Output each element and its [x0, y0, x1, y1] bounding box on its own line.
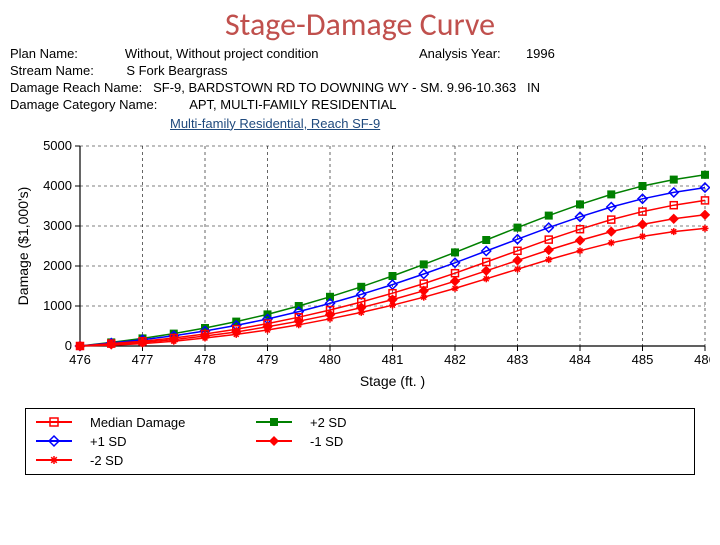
stream-label: Stream Name: — [10, 63, 94, 78]
legend-swatch — [36, 434, 72, 448]
svg-text:2000: 2000 — [43, 258, 72, 273]
legend-swatch — [36, 453, 72, 467]
subtitle: Multi-family Residential, Reach SF-9 — [170, 116, 720, 131]
svg-text:486: 486 — [694, 352, 710, 367]
legend-label: +1 SD — [90, 434, 127, 449]
svg-text:478: 478 — [194, 352, 216, 367]
legend-label: -1 SD — [310, 434, 343, 449]
svg-text:5000: 5000 — [43, 138, 72, 153]
cat-label: Damage Category Name: — [10, 97, 157, 112]
svg-text:Stage (ft. ): Stage (ft. ) — [360, 373, 425, 389]
svg-text:483: 483 — [507, 352, 529, 367]
legend-label: Median Damage — [90, 415, 185, 430]
svg-text:481: 481 — [382, 352, 404, 367]
legend-swatch — [256, 415, 292, 429]
reach-value: SF-9, BARDSTOWN RD TO DOWNING WY - SM. 9… — [153, 80, 540, 95]
reach-label: Damage Reach Name: — [10, 80, 142, 95]
legend-item-plus1sd: +1 SD — [36, 434, 256, 449]
svg-text:484: 484 — [569, 352, 591, 367]
legend: Median Damage +2 SD +1 SD -1 SD -2 SD — [25, 408, 695, 475]
legend-item-minus2sd: -2 SD — [36, 453, 256, 468]
plan-value: Without, Without project condition — [125, 46, 319, 61]
svg-text:1000: 1000 — [43, 298, 72, 313]
svg-text:476: 476 — [69, 352, 91, 367]
page-title: Stage-Damage Curve — [0, 5, 720, 44]
svg-text:Damage ($1,000's): Damage ($1,000's) — [15, 186, 31, 305]
metadata-block: Plan Name: Without, Without project cond… — [0, 46, 720, 114]
svg-text:3000: 3000 — [43, 218, 72, 233]
stream-value: S Fork Beargrass — [126, 63, 227, 78]
legend-label: +2 SD — [310, 415, 347, 430]
legend-swatch — [36, 415, 72, 429]
plan-label: Plan Name: — [10, 46, 78, 61]
svg-text:480: 480 — [319, 352, 341, 367]
svg-text:482: 482 — [444, 352, 466, 367]
cat-value: APT, MULTI-FAMILY RESIDENTIAL — [189, 97, 396, 112]
legend-item-minus1sd: -1 SD — [256, 434, 476, 449]
svg-text:477: 477 — [132, 352, 154, 367]
stage-damage-chart: 476 477 478 479 480 481 482 483 484 485 486 0 1000 20… — [10, 136, 710, 396]
svg-text:4000: 4000 — [43, 178, 72, 193]
svg-text:479: 479 — [257, 352, 279, 367]
legend-swatch — [256, 434, 292, 448]
svg-text:485: 485 — [632, 352, 654, 367]
analysis-label: Analysis Year: — [419, 46, 501, 61]
legend-label: -2 SD — [90, 453, 123, 468]
analysis-value: 1996 — [526, 46, 555, 61]
legend-item-median: Median Damage — [36, 415, 256, 430]
legend-item-plus2sd: +2 SD — [256, 415, 476, 430]
svg-text:0: 0 — [65, 338, 72, 353]
